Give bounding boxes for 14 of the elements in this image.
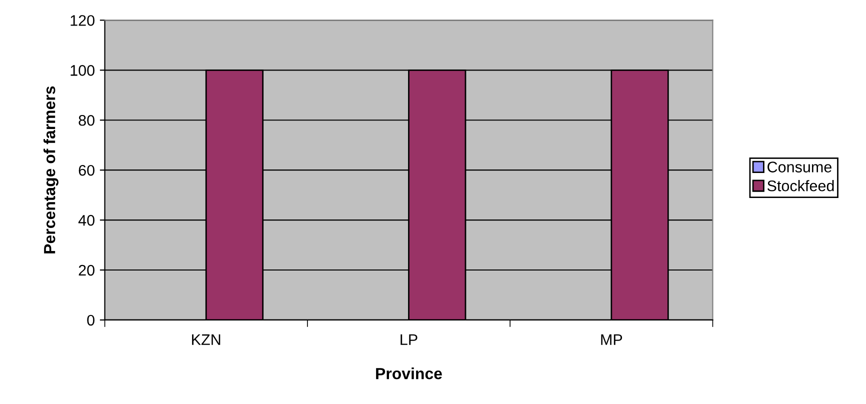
y-tick-label: 80 xyxy=(78,114,94,126)
x-axis-title: Province xyxy=(376,368,442,380)
legend-label: Consume xyxy=(768,162,832,172)
y-tick-label: 100 xyxy=(70,65,94,76)
x-tick-label: LP xyxy=(400,334,418,345)
y-tick-label: 40 xyxy=(78,214,94,226)
y-tick-label: 60 xyxy=(78,164,94,176)
y-tick-label: 0 xyxy=(87,314,94,326)
y-axis-title: Percentage of farmers xyxy=(44,86,58,254)
x-tick-label: KZN xyxy=(192,334,220,345)
y-tick-label: 20 xyxy=(78,264,94,276)
y-tick-label: 120 xyxy=(70,15,94,26)
x-tick-label: MP xyxy=(601,334,622,345)
legend-label: Stockfeed xyxy=(767,180,834,192)
